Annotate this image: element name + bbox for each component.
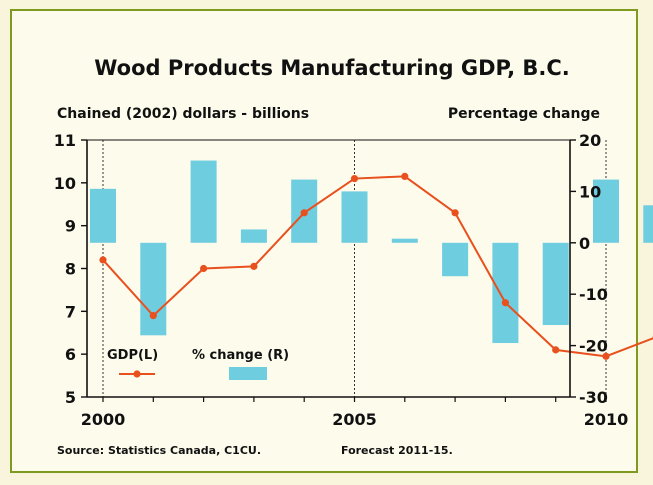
right-axis-title: Percentage change — [448, 106, 600, 122]
gdp-point-2010 — [602, 352, 610, 360]
legend-line-marker — [133, 370, 141, 378]
forecast-note: Forecast 2011-15. — [341, 444, 453, 457]
legend-bar-swatch — [229, 367, 267, 380]
left-tick-label-10: 10 — [54, 174, 76, 193]
bar-series — [90, 160, 653, 344]
x-tick-label-2000: 2000 — [81, 410, 126, 429]
chart-title: Wood Products Manufacturing GDP, B.C. — [94, 56, 570, 80]
right-tick-label-20: 20 — [579, 131, 601, 150]
left-tick-label-6: 6 — [65, 345, 76, 364]
bar-2010 — [593, 179, 619, 243]
bar-2009 — [542, 242, 569, 326]
left-tick-label-5: 5 — [65, 388, 76, 407]
reference-lines — [102, 140, 607, 397]
gdp-point-2001 — [149, 312, 157, 320]
gdp-point-2007 — [451, 209, 459, 217]
legend-label-change: % change (R) — [192, 348, 289, 363]
left-tick-label-8: 8 — [65, 260, 76, 279]
x-tick-label-2010: 2010 — [584, 410, 629, 429]
left-axis-title: Chained (2002) dollars - billions — [57, 106, 309, 122]
gdp-line — [102, 175, 653, 358]
bar-2006 — [391, 238, 418, 243]
source-note: Source: Statistics Canada, C1CU. — [57, 444, 261, 457]
gdp-point-2005 — [350, 174, 359, 183]
legend-label-gdp: GDP(L) — [107, 348, 158, 363]
gdp-point-2004 — [300, 209, 308, 217]
bar-2002 — [190, 160, 217, 243]
gdp-point-2000 — [99, 256, 107, 264]
bar-2000 — [90, 188, 116, 243]
right-tick-label--30: -30 — [579, 388, 608, 407]
gdp-point-2008 — [501, 299, 509, 307]
right-tick-label-0: 0 — [579, 234, 590, 253]
bar-2007 — [442, 242, 469, 277]
bar-2001 — [140, 242, 167, 336]
left-tick-label-9: 9 — [65, 217, 76, 236]
gdp-point-2009 — [552, 346, 560, 354]
bar-2003 — [240, 229, 267, 243]
right-tick-label--10: -10 — [579, 285, 608, 304]
right-tick-label--20: -20 — [579, 337, 608, 356]
gdp-point-2002 — [200, 264, 208, 273]
gdp-point-2003 — [250, 262, 258, 270]
gdp-point-2006 — [401, 172, 409, 181]
bar-2011 — [643, 205, 653, 243]
legend: GDP(L) % change (R) — [107, 348, 289, 380]
bar-2005 — [341, 191, 368, 243]
right-tick-label-10: 10 — [579, 182, 601, 201]
left-tick-label-7: 7 — [65, 302, 76, 321]
x-tick-label-2005: 2005 — [332, 410, 377, 429]
line-series — [99, 172, 653, 360]
left-tick-label-11: 11 — [54, 131, 76, 150]
bar-2008 — [492, 242, 519, 344]
